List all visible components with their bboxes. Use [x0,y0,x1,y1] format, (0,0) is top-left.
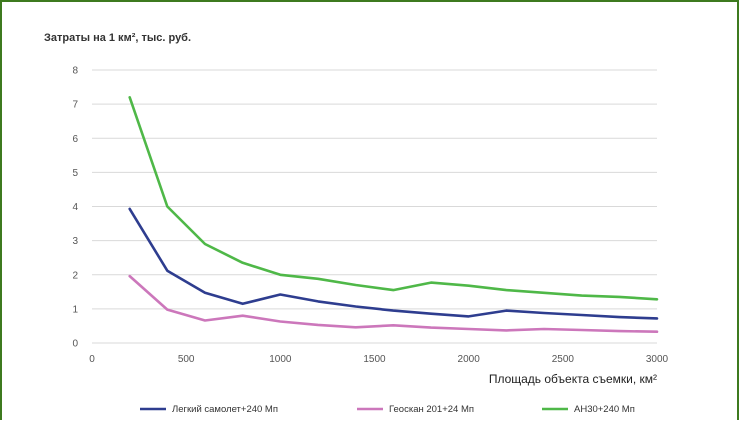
series-line-2 [128,96,659,301]
x-axis-label: Площадь объекта съемки, км² [489,372,657,386]
series-line-1 [128,274,659,334]
x-tick-label-6: 3000 [646,354,669,365]
x-axis-ticks: 0 500 1000 1500 2000 2500 3000 [89,354,668,365]
x-tick-label-4: 2000 [458,354,481,365]
x-tick-label-3: 1500 [363,354,386,365]
series-lines [128,96,659,334]
y-tick-label-5: 5 [72,168,78,179]
x-tick-label-0: 0 [89,354,95,365]
y-tick-label-4: 4 [72,202,78,213]
x-tick-label-2: 1000 [269,354,292,365]
y-tick-label-8: 8 [72,66,78,77]
gridlines [92,69,657,344]
y-tick-label-3: 3 [72,236,78,247]
y-tick-label-6: 6 [72,134,78,145]
legend-label-1: Геоскан 201+24 Мп [389,404,474,415]
legend-label-2: АН30+240 Мп [574,404,635,415]
y-axis-label: Затраты на 1 км², тыс. руб. [44,32,191,44]
y-tick-label-2: 2 [72,270,78,281]
x-tick-label-1: 500 [178,354,195,365]
legend-label-0: Легкий самолет+240 Мп [172,404,278,415]
x-tick-label-5: 2500 [552,354,575,365]
series-line-0 [128,207,659,320]
legend: Легкий самолет+240 Мп Геоскан 201+24 Мп АН… [140,404,635,415]
y-tick-label-1: 1 [72,304,78,315]
y-tick-label-7: 7 [72,100,78,111]
y-tick-label-0: 0 [72,339,78,350]
y-axis-ticks: 0 1 2 3 4 5 6 7 8 [72,66,78,350]
